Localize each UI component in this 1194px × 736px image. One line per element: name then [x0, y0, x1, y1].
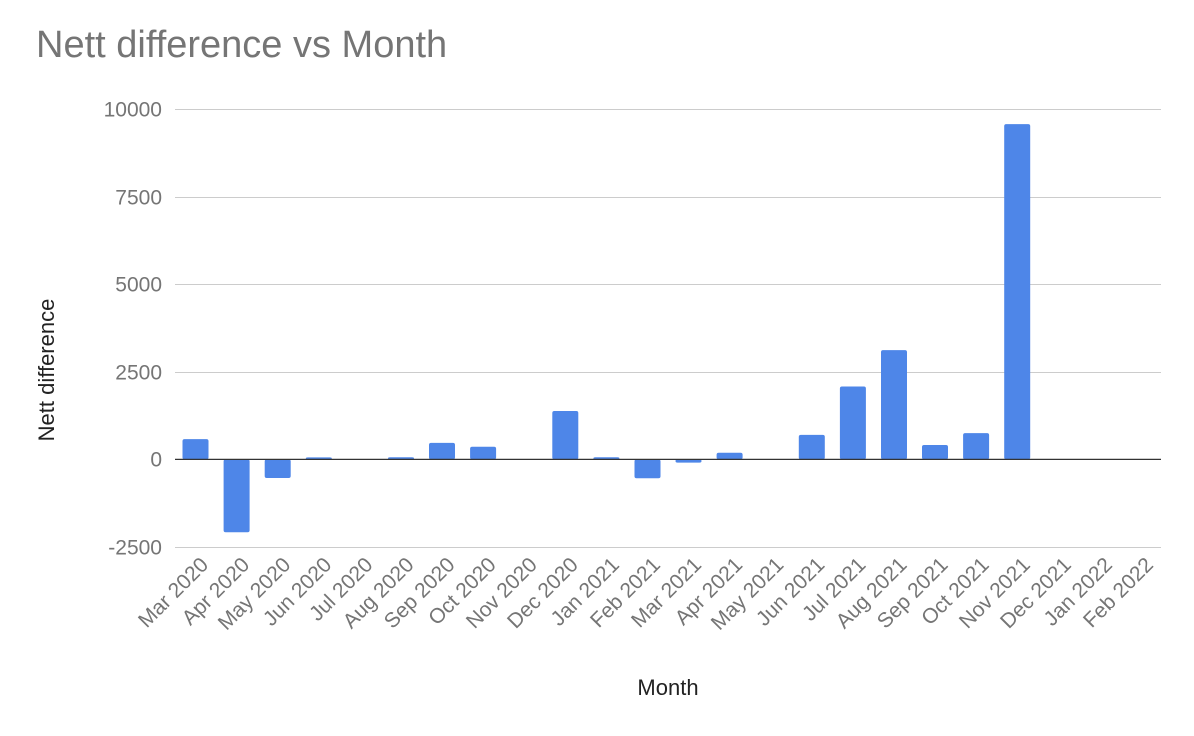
y-tick-label: -2500 [108, 537, 162, 560]
x-axis-title: Month [637, 675, 698, 700]
bar [634, 459, 661, 479]
bar [963, 433, 990, 460]
y-tick-label: 5000 [115, 274, 162, 297]
bar [839, 386, 866, 460]
bar [1004, 124, 1031, 460]
bar [264, 459, 291, 478]
y-tick-label: 0 [150, 449, 162, 472]
bar [552, 411, 579, 460]
bar [675, 459, 702, 463]
bar [798, 434, 825, 460]
bar [881, 350, 907, 460]
bar [429, 442, 455, 460]
bar [716, 452, 743, 460]
bar [182, 439, 209, 460]
y-axis-title: Nett difference [34, 299, 59, 442]
y-tick-label: 2500 [115, 362, 162, 385]
bar [922, 445, 948, 460]
y-tick-label: 10000 [104, 99, 162, 122]
chart-title: Nett difference vs Month [36, 24, 448, 66]
bar [223, 459, 250, 533]
bar [470, 446, 497, 460]
y-tick-label: 7500 [115, 187, 162, 210]
